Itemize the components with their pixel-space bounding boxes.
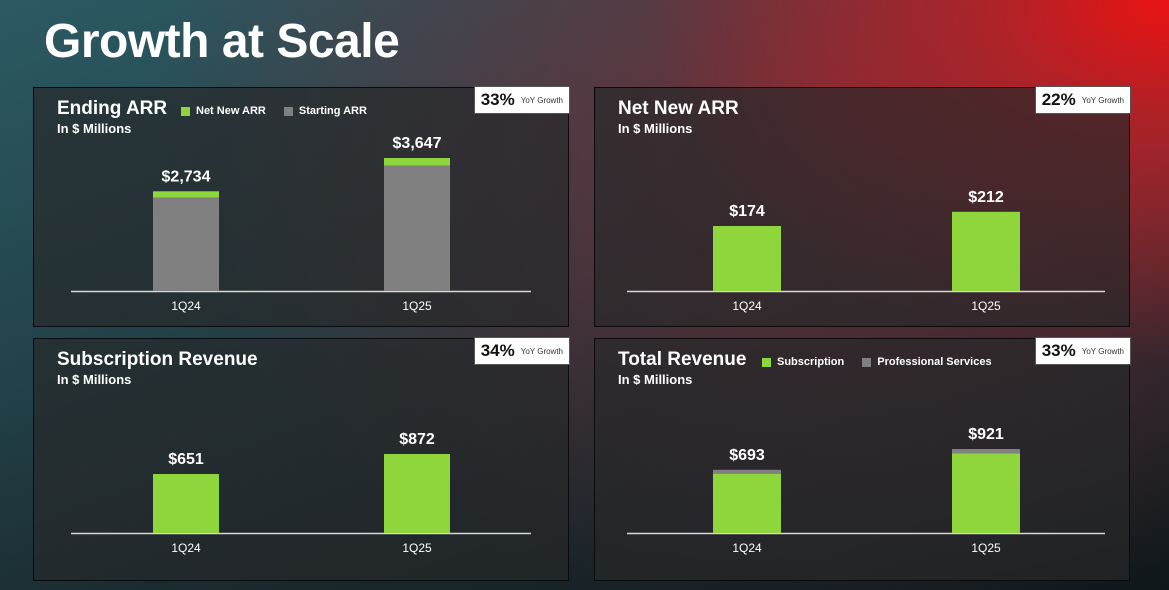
panel-title: Subscription Revenue — [57, 349, 258, 370]
bar-professional-services-1q24 — [713, 469, 781, 474]
bar-subscription-1q25 — [384, 454, 450, 533]
bar-net-new-arr-1q25 — [384, 158, 450, 166]
x-tick-label: 1Q25 — [402, 541, 432, 555]
legend-swatch — [762, 357, 771, 367]
page-title: Growth at Scale — [44, 15, 400, 68]
subscription-revenue-chart: $651 1Q24 $872 1Q25 — [71, 431, 531, 555]
legend-label: Starting ARR — [298, 105, 367, 117]
ending-arr-chart: $2,734 1Q24 $3,647 1Q25 — [71, 135, 531, 313]
bar-starting-arr-1q24 — [153, 197, 219, 291]
panel-subtitle: In $ Millions — [57, 372, 132, 387]
x-tick-label: 1Q24 — [732, 541, 762, 555]
bar-subscription-1q24 — [713, 473, 781, 533]
x-tick-label: 1Q24 — [732, 299, 762, 313]
data-label: $174 — [729, 203, 765, 220]
data-label: $651 — [168, 451, 204, 468]
panel-subtitle: In $ Millions — [618, 121, 693, 136]
data-label: $921 — [968, 426, 1004, 443]
legend-item-subscription: Subscription — [762, 356, 844, 368]
data-label: $872 — [399, 431, 435, 448]
chart-legend: Net New ARR Starting ARR — [181, 105, 367, 117]
panel-title: Ending ARR — [57, 98, 168, 119]
data-label: $693 — [729, 447, 765, 464]
x-tick-label: 1Q25 — [971, 299, 1001, 313]
chart-legend: Subscription Professional Services — [762, 356, 992, 368]
yoy-growth-label: YoY Growth — [520, 95, 563, 105]
yoy-growth-badge: 22% YoY Growth — [1034, 86, 1131, 114]
total-revenue-chart: $693 1Q24 $921 1Q25 — [627, 426, 1105, 555]
legend-swatch — [283, 106, 293, 116]
yoy-growth-badge: 34% YoY Growth — [473, 337, 570, 365]
data-label: $212 — [968, 189, 1004, 206]
panel-subtitle: In $ Millions — [618, 372, 693, 387]
x-tick-label: 1Q25 — [971, 541, 1001, 555]
total-revenue-panel: Total Revenue In $ Millions Subscription… — [594, 337, 1131, 581]
bar-net-new-arr-1q24 — [713, 226, 781, 291]
ending-arr-panel: Ending ARR In $ Millions Net New ARR Sta… — [33, 86, 570, 327]
yoy-growth-badge: 33% YoY Growth — [473, 86, 570, 114]
legend-label: Professional Services — [877, 356, 992, 368]
yoy-growth-label: YoY Growth — [1081, 95, 1124, 105]
data-label: $2,734 — [162, 168, 211, 185]
yoy-growth-value: 33% — [1041, 341, 1076, 360]
panel-title: Net New ARR — [618, 98, 739, 119]
bar-subscription-1q24 — [153, 474, 219, 533]
net-new-arr-chart: $174 1Q24 $212 1Q25 — [627, 189, 1105, 313]
yoy-growth-value: 22% — [1041, 90, 1076, 109]
legend-label: Subscription — [777, 356, 845, 368]
net-new-arr-panel: Net New ARR In $ Millions 22% YoY Growth… — [594, 86, 1131, 327]
legend-item-starting-arr: Starting ARR — [283, 105, 367, 117]
legend-item-net-new-arr: Net New ARR — [181, 105, 266, 117]
yoy-growth-value: 33% — [480, 90, 515, 109]
x-tick-label: 1Q25 — [402, 299, 432, 313]
panel-subtitle: In $ Millions — [57, 121, 132, 136]
yoy-growth-label: YoY Growth — [520, 346, 563, 356]
data-label: $3,647 — [393, 135, 442, 152]
yoy-growth-value: 34% — [480, 341, 515, 360]
bar-subscription-1q25 — [952, 453, 1020, 533]
bar-net-new-arr-1q24 — [153, 191, 219, 198]
yoy-growth-label: YoY Growth — [1081, 346, 1124, 356]
subscription-revenue-panel: Subscription Revenue In $ Millions 34% Y… — [33, 337, 570, 581]
panel-title: Total Revenue — [618, 349, 747, 370]
bar-professional-services-1q25 — [952, 449, 1020, 454]
legend-item-professional-services: Professional Services — [862, 356, 992, 368]
legend-swatch — [181, 106, 190, 116]
legend-label: Net New ARR — [196, 105, 266, 117]
bar-net-new-arr-1q25 — [952, 211, 1020, 291]
x-tick-label: 1Q24 — [171, 299, 201, 313]
legend-swatch — [862, 357, 872, 367]
x-tick-label: 1Q24 — [171, 541, 201, 555]
yoy-growth-badge: 33% YoY Growth — [1034, 337, 1131, 365]
bar-starting-arr-1q25 — [384, 165, 450, 291]
